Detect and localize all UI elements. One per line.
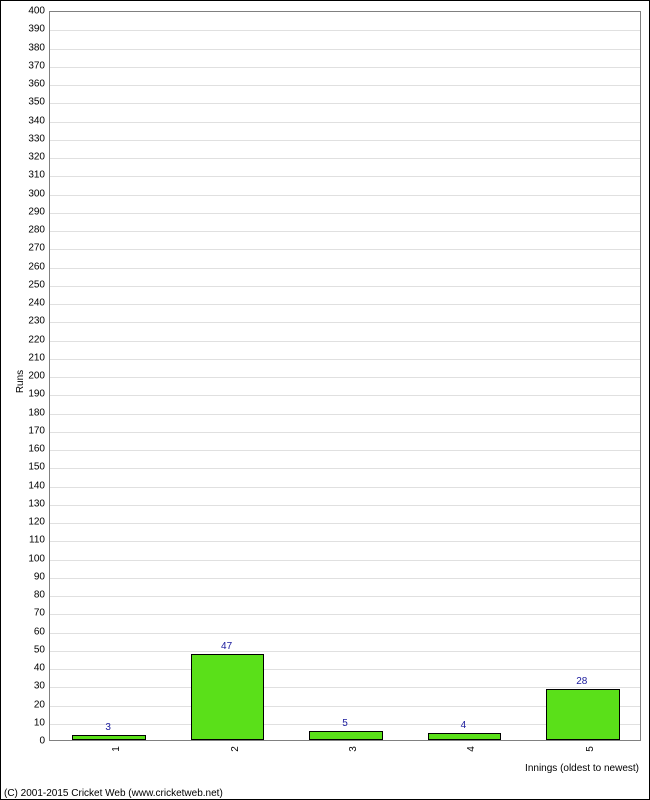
gridline	[50, 377, 640, 378]
gridline	[50, 49, 640, 50]
gridline	[50, 578, 640, 579]
gridline	[50, 541, 640, 542]
ytick-label: 180	[21, 407, 45, 418]
ytick-label: 240	[21, 298, 45, 309]
ytick-label: 140	[21, 480, 45, 491]
ytick-label: 10	[21, 717, 45, 728]
ytick-label: 210	[21, 352, 45, 363]
xtick-label: 3	[348, 746, 359, 752]
xtick-label: 1	[111, 746, 122, 752]
gridline	[50, 432, 640, 433]
ytick-label: 170	[21, 425, 45, 436]
ytick-label: 60	[21, 626, 45, 637]
ytick-label: 40	[21, 663, 45, 674]
gridline	[50, 286, 640, 287]
bar-value-label: 4	[461, 720, 467, 731]
gridline	[50, 633, 640, 634]
gridline	[50, 359, 640, 360]
ytick-label: 250	[21, 279, 45, 290]
xtick-label: 2	[230, 746, 241, 752]
gridline	[50, 140, 640, 141]
gridline	[50, 231, 640, 232]
ytick-label: 280	[21, 225, 45, 236]
ytick-label: 290	[21, 206, 45, 217]
gridline	[50, 614, 640, 615]
copyright-footer: (C) 2001-2015 Cricket Web (www.cricketwe…	[4, 788, 223, 799]
gridline	[50, 67, 640, 68]
bar-value-label: 3	[105, 722, 111, 733]
bar	[428, 733, 501, 740]
gridline	[50, 158, 640, 159]
gridline	[50, 596, 640, 597]
gridline	[50, 213, 640, 214]
bar	[72, 735, 145, 740]
gridline	[50, 268, 640, 269]
bar	[546, 689, 619, 740]
ytick-label: 390	[21, 24, 45, 35]
gridline	[50, 322, 640, 323]
gridline	[50, 176, 640, 177]
ytick-label: 370	[21, 60, 45, 71]
gridline	[50, 468, 640, 469]
ytick-label: 230	[21, 316, 45, 327]
ytick-label: 80	[21, 590, 45, 601]
gridline	[50, 122, 640, 123]
ytick-label: 360	[21, 79, 45, 90]
ytick-label: 270	[21, 243, 45, 254]
ytick-label: 100	[21, 553, 45, 564]
gridline	[50, 523, 640, 524]
ytick-label: 150	[21, 462, 45, 473]
gridline	[50, 487, 640, 488]
gridline	[50, 651, 640, 652]
ytick-label: 50	[21, 644, 45, 655]
x-axis-label: Innings (oldest to newest)	[525, 763, 639, 774]
bar-value-label: 28	[576, 676, 587, 687]
ytick-label: 130	[21, 498, 45, 509]
gridline	[50, 560, 640, 561]
plot-area	[49, 11, 641, 741]
bar-value-label: 5	[342, 718, 348, 729]
gridline	[50, 450, 640, 451]
ytick-label: 300	[21, 188, 45, 199]
ytick-label: 30	[21, 681, 45, 692]
ytick-label: 340	[21, 115, 45, 126]
xtick-label: 4	[466, 746, 477, 752]
xtick-label: 5	[585, 746, 596, 752]
ytick-label: 120	[21, 517, 45, 528]
ytick-label: 110	[21, 535, 45, 546]
gridline	[50, 414, 640, 415]
ytick-label: 190	[21, 389, 45, 400]
ytick-label: 350	[21, 97, 45, 108]
ytick-label: 90	[21, 571, 45, 582]
bar	[309, 731, 382, 740]
gridline	[50, 669, 640, 670]
bar	[191, 654, 264, 740]
ytick-label: 310	[21, 170, 45, 181]
gridline	[50, 304, 640, 305]
ytick-label: 260	[21, 261, 45, 272]
gridline	[50, 505, 640, 506]
ytick-label: 400	[21, 6, 45, 17]
gridline	[50, 341, 640, 342]
ytick-label: 160	[21, 444, 45, 455]
gridline	[50, 30, 640, 31]
ytick-label: 320	[21, 152, 45, 163]
gridline	[50, 249, 640, 250]
gridline	[50, 85, 640, 86]
ytick-label: 380	[21, 42, 45, 53]
ytick-label: 20	[21, 699, 45, 710]
chart-container: Runs Innings (oldest to newest) (C) 2001…	[0, 0, 650, 800]
bar-value-label: 47	[221, 641, 232, 652]
gridline	[50, 395, 640, 396]
gridline	[50, 195, 640, 196]
ytick-label: 330	[21, 133, 45, 144]
ytick-label: 200	[21, 371, 45, 382]
ytick-label: 70	[21, 608, 45, 619]
ytick-label: 0	[21, 736, 45, 747]
ytick-label: 220	[21, 334, 45, 345]
gridline	[50, 103, 640, 104]
